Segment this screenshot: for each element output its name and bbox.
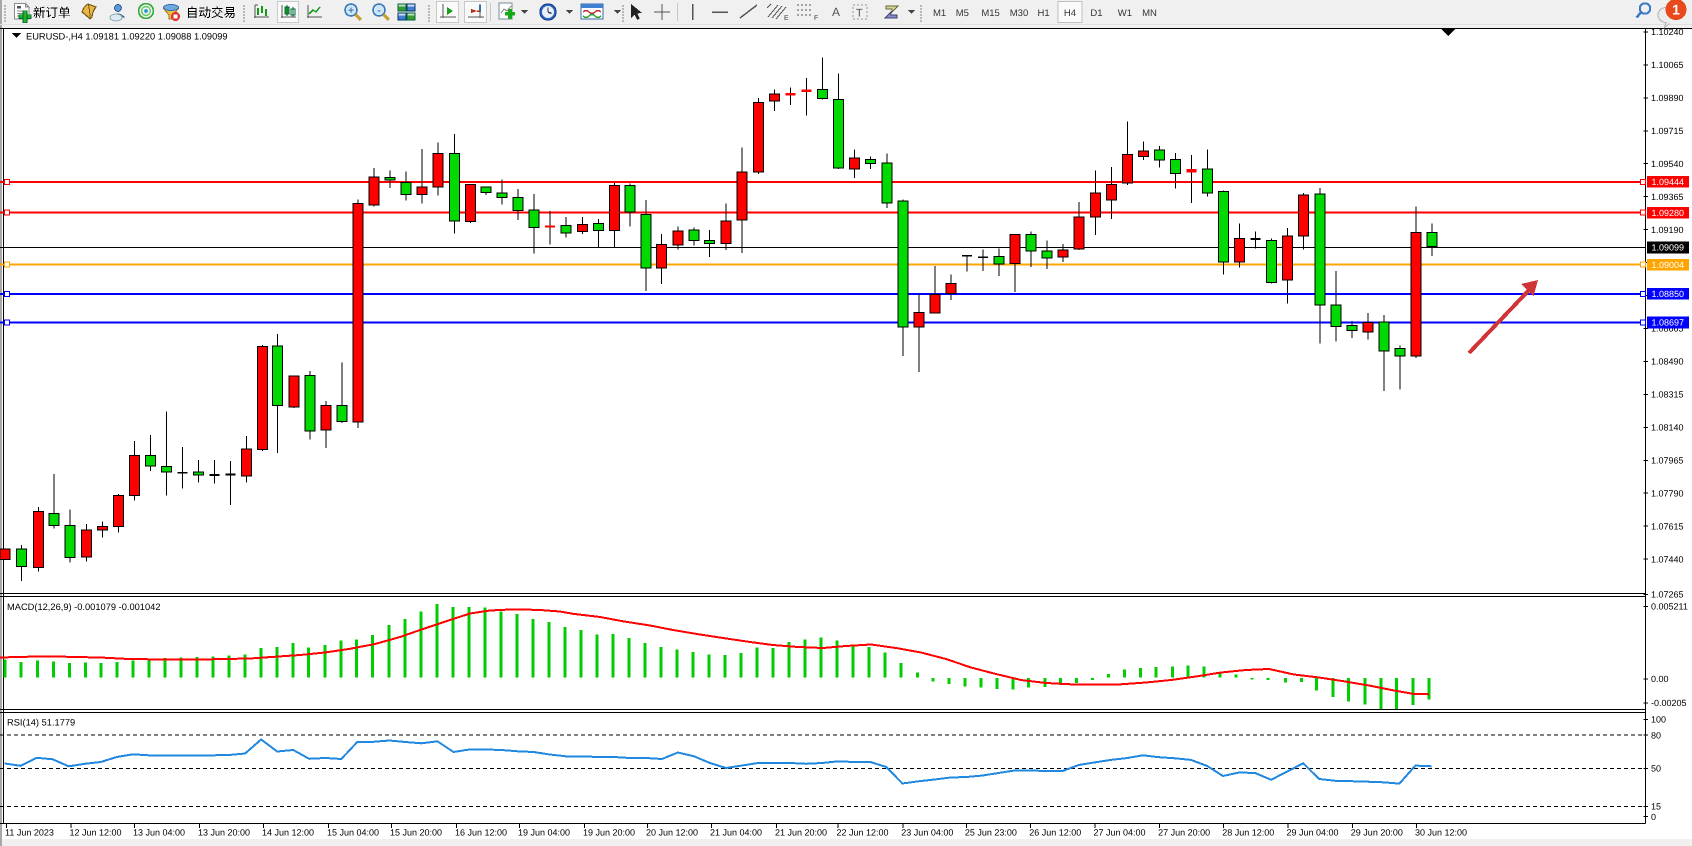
svg-text:1.08490: 1.08490 <box>1651 357 1684 367</box>
svg-text:26 Jun 12:00: 26 Jun 12:00 <box>1029 828 1081 838</box>
svg-text:1.08697: 1.08697 <box>1652 318 1685 328</box>
svg-text:1.09890: 1.09890 <box>1651 93 1684 103</box>
svg-text:1.09715: 1.09715 <box>1651 126 1684 136</box>
svg-text:11 Jun 2023: 11 Jun 2023 <box>5 828 54 838</box>
svg-text:1.08140: 1.08140 <box>1651 423 1684 433</box>
svg-text:MACD(12,26,9) -0.001079 -0.001: MACD(12,26,9) -0.001079 -0.001042 <box>7 602 161 612</box>
svg-text:80: 80 <box>1651 730 1661 740</box>
svg-text:1: 1 <box>1672 2 1680 18</box>
svg-text:1.09444: 1.09444 <box>1652 177 1685 187</box>
svg-text:H1: H1 <box>1038 8 1050 19</box>
svg-text:A: A <box>832 5 840 19</box>
svg-text:25 Jun 23:00: 25 Jun 23:00 <box>965 828 1017 838</box>
svg-text:1.07265: 1.07265 <box>1651 590 1684 600</box>
svg-text:27 Jun 20:00: 27 Jun 20:00 <box>1158 828 1210 838</box>
svg-text:1.09540: 1.09540 <box>1651 159 1684 169</box>
svg-text:30 Jun 12:00: 30 Jun 12:00 <box>1415 828 1467 838</box>
svg-text:+: + <box>348 6 354 17</box>
svg-text:M1: M1 <box>933 8 946 19</box>
svg-text:1.09190: 1.09190 <box>1651 225 1684 235</box>
svg-text:27 Jun 04:00: 27 Jun 04:00 <box>1094 828 1146 838</box>
svg-text:29 Jun 20:00: 29 Jun 20:00 <box>1351 828 1403 838</box>
svg-text:H4: H4 <box>1064 8 1076 19</box>
svg-text:1.07790: 1.07790 <box>1651 488 1684 498</box>
svg-text:21 Jun 20:00: 21 Jun 20:00 <box>775 828 827 838</box>
svg-text:21 Jun 04:00: 21 Jun 04:00 <box>710 828 762 838</box>
svg-text:23 Jun 04:00: 23 Jun 04:00 <box>901 828 953 838</box>
svg-text:1.09280: 1.09280 <box>1652 208 1685 218</box>
svg-text:50: 50 <box>1651 764 1661 774</box>
svg-text:M15: M15 <box>981 8 999 19</box>
svg-text:E: E <box>784 15 789 22</box>
svg-text:1.08850: 1.08850 <box>1652 289 1685 299</box>
svg-text:15 Jun 20:00: 15 Jun 20:00 <box>390 828 442 838</box>
svg-text:1.10065: 1.10065 <box>1651 60 1684 70</box>
svg-text:0.00: 0.00 <box>1651 674 1669 684</box>
svg-text:29 Jun 04:00: 29 Jun 04:00 <box>1287 828 1339 838</box>
svg-text:T: T <box>856 8 863 20</box>
svg-text:15 Jun 04:00: 15 Jun 04:00 <box>327 828 379 838</box>
svg-text:19 Jun 20:00: 19 Jun 20:00 <box>583 828 635 838</box>
svg-text:1.08665: 1.08665 <box>1651 324 1684 334</box>
svg-text:-0.00205: -0.00205 <box>1651 698 1687 708</box>
svg-text:1.07615: 1.07615 <box>1651 521 1684 531</box>
svg-text:M30: M30 <box>1010 8 1028 19</box>
svg-text:1.09004: 1.09004 <box>1652 260 1685 270</box>
svg-text:28 Jun 12:00: 28 Jun 12:00 <box>1222 828 1274 838</box>
svg-text:MN: MN <box>1142 8 1157 19</box>
svg-text:1.07440: 1.07440 <box>1651 554 1684 564</box>
svg-text:F: F <box>814 15 818 22</box>
svg-text:W1: W1 <box>1118 8 1132 19</box>
svg-text:1.09365: 1.09365 <box>1651 192 1684 202</box>
svg-text:0: 0 <box>1651 812 1656 822</box>
svg-text:D1: D1 <box>1090 8 1102 19</box>
svg-text:13 Jun 20:00: 13 Jun 20:00 <box>198 828 250 838</box>
svg-text:14 Jun 12:00: 14 Jun 12:00 <box>262 828 314 838</box>
svg-text:1.10240: 1.10240 <box>1651 27 1684 37</box>
svg-text:22 Jun 12:00: 22 Jun 12:00 <box>837 828 889 838</box>
svg-text:EURUSD-,H4 1.09181 1.09220 1.: EURUSD-,H4 1.09181 1.09220 1.09088 1.090… <box>26 32 228 42</box>
svg-text:19 Jun 04:00: 19 Jun 04:00 <box>518 828 570 838</box>
svg-text:1.09099: 1.09099 <box>1652 243 1685 253</box>
svg-text:13 Jun 04:00: 13 Jun 04:00 <box>133 828 185 838</box>
svg-text:0.005211: 0.005211 <box>1651 602 1688 612</box>
svg-text:15: 15 <box>1651 802 1661 812</box>
svg-text:20 Jun 12:00: 20 Jun 12:00 <box>646 828 698 838</box>
svg-text:M5: M5 <box>956 8 969 19</box>
svg-text:12 Jun 12:00: 12 Jun 12:00 <box>70 828 122 838</box>
svg-text:100: 100 <box>1651 715 1666 725</box>
svg-text:RSI(14) 51.1779: RSI(14) 51.1779 <box>7 718 75 728</box>
svg-text:16 Jun 12:00: 16 Jun 12:00 <box>455 828 507 838</box>
svg-text:1.08315: 1.08315 <box>1651 390 1684 400</box>
svg-text:-: - <box>377 6 380 17</box>
svg-text:1.07965: 1.07965 <box>1651 456 1684 466</box>
